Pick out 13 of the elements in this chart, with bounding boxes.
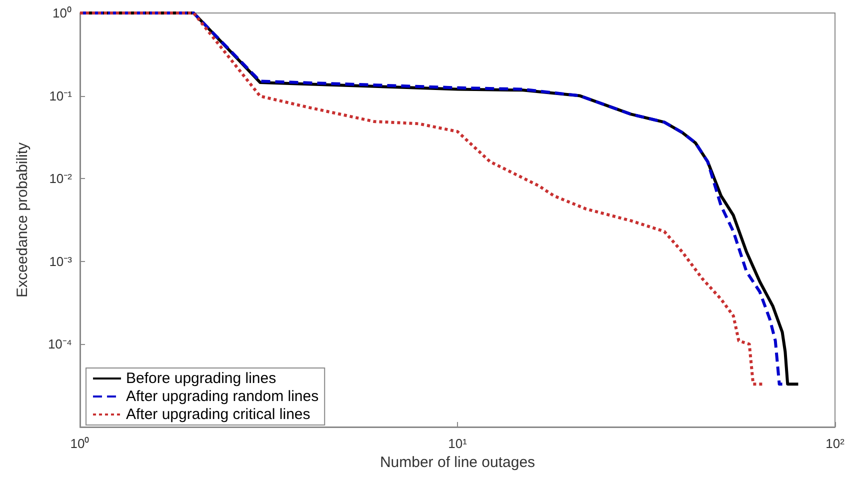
legend-label: After upgrading critical lines bbox=[126, 406, 310, 423]
y-tick-label: 10⁻⁴ bbox=[48, 336, 72, 352]
x-tick-label: 10¹ bbox=[448, 436, 468, 451]
x-tick-label: 10⁰ bbox=[70, 436, 90, 451]
y-tick-label: 10⁰ bbox=[52, 6, 72, 20]
legend-label: After upgrading random lines bbox=[126, 388, 319, 405]
x-axis-title: Number of line outages bbox=[380, 454, 536, 471]
x-tick-label: 10² bbox=[826, 436, 846, 451]
y-tick-label: 10⁻³ bbox=[49, 254, 73, 269]
y-tick-label: 10⁻¹ bbox=[49, 88, 73, 104]
legend-label: Before upgrading lines bbox=[126, 370, 276, 387]
y-axis-title: Exceedance probability bbox=[14, 142, 31, 298]
y-tick-label: 10⁻² bbox=[49, 171, 73, 186]
